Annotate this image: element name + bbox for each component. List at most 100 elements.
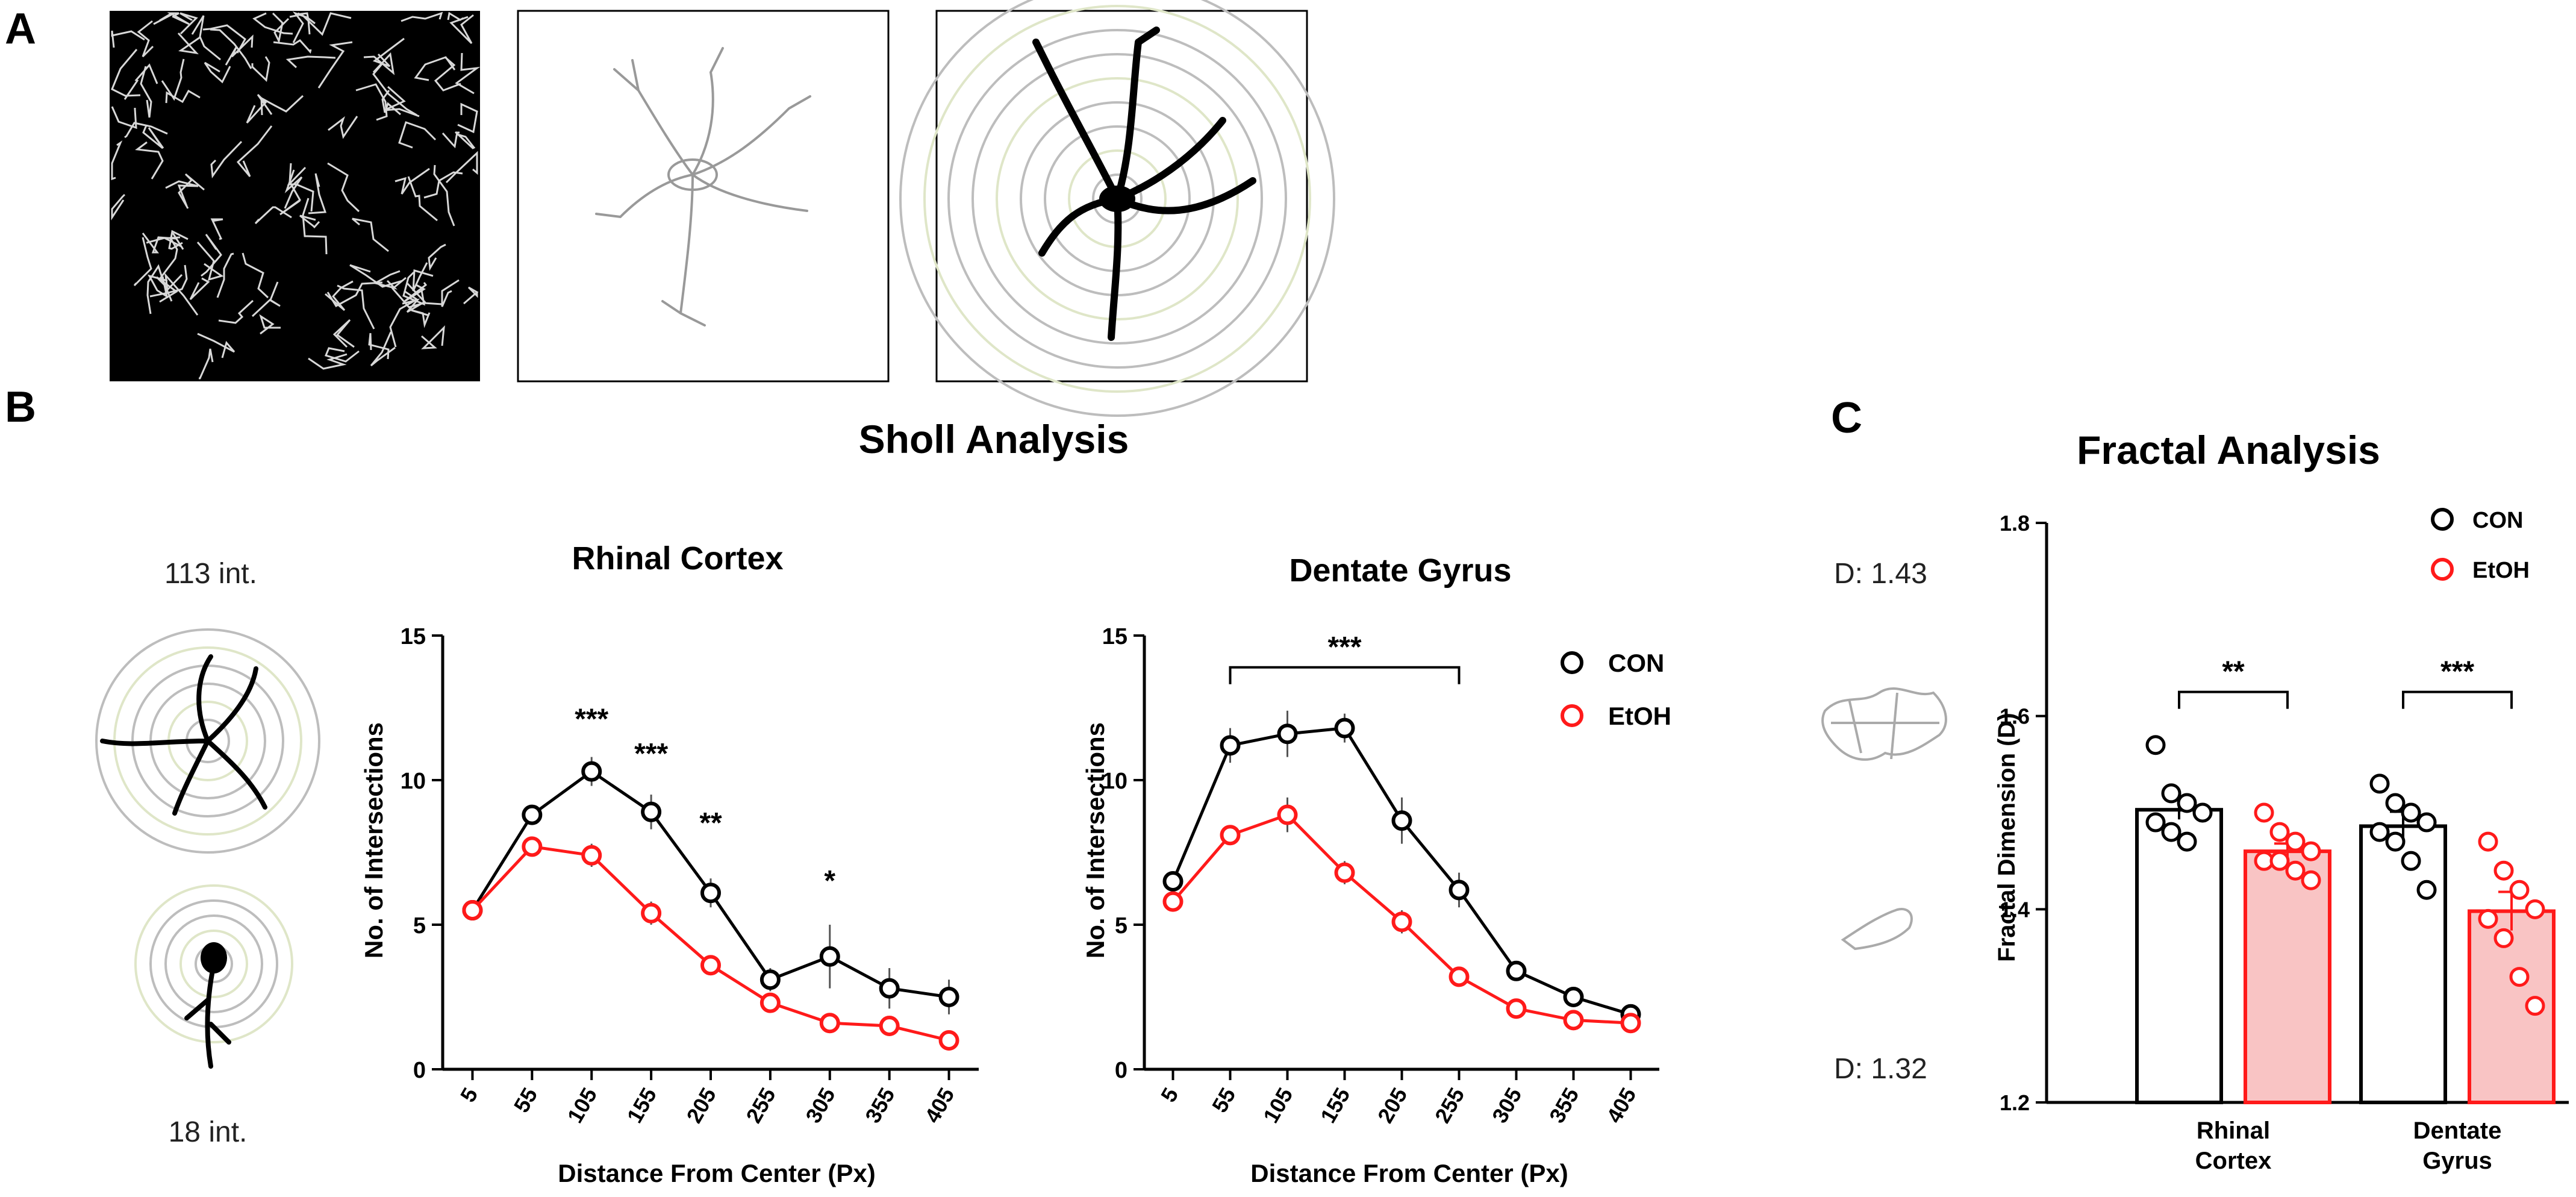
binary-squiggle <box>111 30 145 48</box>
x-tick-label: 355 <box>860 1084 900 1128</box>
data-point-etoh <box>759 992 781 1013</box>
binary-squiggle <box>433 164 455 227</box>
binary-squiggle <box>236 125 273 177</box>
binary-squiggle <box>457 102 478 134</box>
legend3-marker-con <box>2431 508 2454 531</box>
y-tick-label: 5 <box>413 913 426 939</box>
binary-squiggle <box>251 281 281 317</box>
significance-label: *** <box>575 703 608 735</box>
binary-squiggle <box>308 173 327 214</box>
data-point-etoh <box>2525 899 2545 919</box>
sholl-ring <box>996 77 1239 320</box>
data-point-etoh <box>2493 860 2514 881</box>
binary-squiggle <box>140 66 152 118</box>
binary-squiggle <box>201 234 222 277</box>
data-point-con <box>1391 810 1412 831</box>
binary-squiggle <box>349 264 403 288</box>
data-point-etoh <box>1162 891 1184 912</box>
data-point-con <box>2416 880 2437 900</box>
binary-squiggle <box>389 290 419 348</box>
legend-label-con: CON <box>1608 649 1664 677</box>
x-tick-label: 255 <box>741 1084 781 1128</box>
sholl-ring <box>95 628 320 854</box>
data-point-con <box>2161 822 2181 842</box>
data-point-con <box>819 946 840 967</box>
data-point-con <box>2401 851 2421 871</box>
x-category-label: Dentate <box>2413 1117 2502 1144</box>
binary-squiggle <box>218 299 254 324</box>
data-point-con <box>879 978 900 999</box>
legend-label-etoh: EtOH <box>1608 702 1671 730</box>
chart2-title: Dentate Gyrus <box>1289 552 1511 589</box>
y-tick-label: 15 <box>401 624 426 649</box>
data-point-etoh <box>2478 908 2498 929</box>
data-point-con <box>2192 802 2213 823</box>
chart-dentate-gyrus: Dentate Gyrus No. of Intersections Dista… <box>1081 552 1671 1187</box>
binary-squiggle <box>326 281 383 308</box>
binary-squiggle <box>463 286 479 305</box>
binary-squiggle <box>260 95 304 116</box>
data-point-con <box>1563 987 1584 1007</box>
data-point-etoh <box>2509 967 2530 987</box>
panel-letter-c: C <box>1831 394 1862 442</box>
significance-label: *** <box>634 738 668 770</box>
sholl-overlay-panel <box>899 0 1335 417</box>
data-point-etoh <box>1220 825 1241 846</box>
binary-squiggle <box>142 125 164 149</box>
binary-squiggle <box>111 106 137 130</box>
significance-label: * <box>824 865 835 897</box>
binary-squiggle <box>252 12 293 35</box>
binary-squiggle <box>407 176 438 222</box>
fractal-example-label-high: D: 1.43 <box>1834 558 1927 590</box>
data-point-con <box>1162 871 1184 892</box>
data-point-etoh <box>1620 1013 1641 1034</box>
data-point-con <box>1334 717 1355 739</box>
x-tick-label: 5 <box>455 1084 483 1107</box>
data-point-con <box>2416 812 2437 833</box>
example-label-high: 113 int. <box>164 558 257 590</box>
data-point-etoh <box>2269 822 2290 842</box>
chart1-ylabel: No. of Intersections <box>360 722 388 958</box>
y-tick-label: 1.2 <box>2000 1090 2030 1115</box>
fractal-heading: Fractal Analysis <box>2077 428 2380 472</box>
data-point-etoh <box>462 900 483 920</box>
chart2-ylabel: No. of Intersections <box>1081 722 1109 958</box>
data-point-con <box>2145 812 2166 833</box>
data-point-con <box>2145 735 2166 755</box>
binary-squiggle <box>210 28 252 69</box>
binary-squiggle <box>402 271 425 306</box>
binary-squiggle <box>254 206 292 225</box>
y-tick-label: 1.4 <box>2000 897 2030 922</box>
data-point-con <box>1277 724 1298 745</box>
binary-squiggle <box>296 12 311 35</box>
data-point-etoh <box>1449 966 1470 987</box>
data-point-etoh <box>2285 831 2306 852</box>
binary-squiggle <box>111 193 126 221</box>
binary-squiggle <box>434 56 461 92</box>
x-tick-label: 355 <box>1544 1084 1584 1128</box>
data-point-etoh <box>2254 802 2274 823</box>
binary-squiggle <box>292 11 316 43</box>
series-line-con <box>1171 726 1632 1016</box>
y-tick-label: 1.8 <box>2000 511 2030 536</box>
binary-squiggle <box>149 264 188 298</box>
x-tick-label: 255 <box>1430 1084 1470 1128</box>
x-category-label: Gyrus <box>2422 1148 2492 1174</box>
binary-squiggle <box>178 173 205 209</box>
sholl-ring <box>947 29 1287 369</box>
binary-squiggle <box>165 180 199 207</box>
binary-squiggle <box>324 347 360 363</box>
sholl-ring <box>971 53 1263 345</box>
binary-squiggle <box>317 41 353 89</box>
sholl-ring <box>179 930 248 998</box>
binary-squiggle <box>164 272 199 316</box>
data-point-con <box>700 883 721 904</box>
binary-squiggle <box>133 237 152 287</box>
data-point-con <box>2177 793 2197 813</box>
binary-squiggle <box>441 279 460 307</box>
binary-squiggle <box>284 169 303 209</box>
data-point-con <box>641 801 662 822</box>
data-point-etoh <box>2525 996 2545 1016</box>
binary-squiggle <box>242 252 269 299</box>
data-point-etoh <box>2301 841 2321 861</box>
